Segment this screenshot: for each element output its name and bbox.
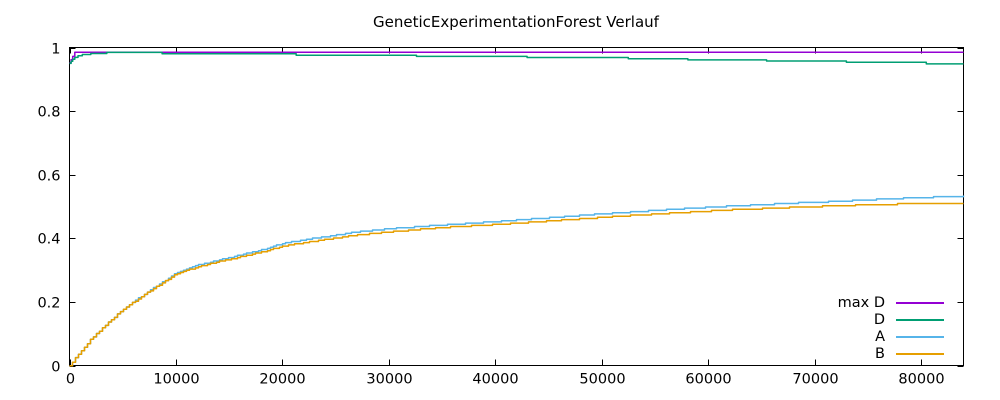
legend-label: A — [875, 328, 885, 345]
legend-line-sample — [896, 319, 944, 322]
legend-item-max-d: max D — [838, 295, 944, 312]
x-tick-label: 80000 — [898, 372, 944, 388]
y-tick-label: 0.6 — [37, 169, 60, 185]
legend-item-a: A — [838, 329, 944, 346]
legend-item-d: D — [838, 312, 944, 329]
legend-line-sample — [896, 352, 944, 355]
legend-label: B — [875, 345, 885, 362]
legend-item-b: B — [838, 345, 944, 362]
x-tick-label: 40000 — [472, 372, 518, 388]
legend-label: D — [873, 312, 885, 329]
y-tick-label: 0.2 — [37, 296, 60, 312]
y-tick-label: 0.4 — [37, 232, 60, 248]
chart-title: GeneticExperimentationForest Verlauf — [373, 13, 659, 31]
x-tick-label: 20000 — [259, 372, 305, 388]
x-tick-label: 60000 — [685, 372, 731, 388]
y-tick-label: 0 — [51, 360, 60, 376]
y-tick-label: 1 — [51, 42, 60, 58]
series-line-d — [69, 51, 964, 65]
y-tick-label: 0.8 — [37, 105, 60, 121]
plot-border — [69, 47, 964, 366]
x-tick-label: 10000 — [153, 372, 199, 388]
legend-label: max D — [837, 295, 885, 312]
x-tick-label: 0 — [66, 372, 75, 388]
legend-line-sample — [896, 302, 944, 305]
series-line-b — [69, 202, 964, 367]
x-tick-label: 50000 — [579, 372, 625, 388]
series-line-a — [69, 195, 965, 367]
x-tick-label: 30000 — [366, 372, 412, 388]
x-tick-label: 70000 — [792, 372, 838, 388]
legend-line-sample — [896, 335, 944, 338]
